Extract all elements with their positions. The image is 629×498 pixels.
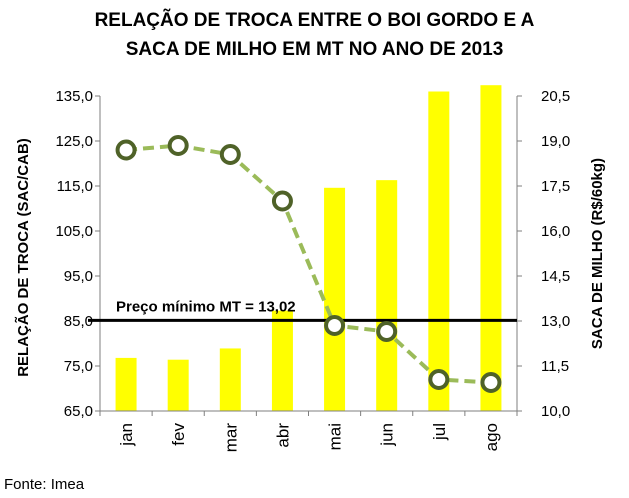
reference-line-label: Preço mínimo MT = 13,02 [116, 298, 296, 315]
left-tick-label: 105,0 [55, 223, 93, 240]
bar-mai [324, 187, 346, 411]
corn-price-point-jul [428, 369, 450, 390]
chart-title-line-1: RELAÇÃO DE TROCA ENTRE O BOI GORDO E A [94, 10, 535, 31]
left-tick-label: 115,0 [57, 178, 93, 195]
corn-price-point-fev [167, 135, 189, 156]
x-tick-label-jun: jun [378, 423, 397, 447]
corn-price-point-mar [219, 144, 241, 165]
x-tick-label-abr: abr [273, 423, 292, 448]
right-tick-label: 13,0 [541, 313, 570, 330]
right-tick-label: 10,0 [541, 403, 570, 420]
left-tick-label: 125,0 [55, 133, 93, 150]
corn-price-point-jan [115, 139, 137, 161]
bar-ago [480, 85, 502, 411]
right-tick-label: 20,5 [541, 88, 570, 105]
left-axis-title: RELAÇÃO DE TROCA (SAC/CAB) [14, 138, 32, 377]
left-tick-label: 85,0 [64, 313, 93, 330]
x-tick-label-jul: jul [430, 423, 449, 441]
corn-price-point-jun [376, 321, 398, 342]
corn-price-point-abr [271, 190, 293, 212]
chart-title-line-2: SACA DE MILHO EM MT NO ANO DE 2013 [125, 39, 504, 60]
bar-fev [167, 359, 189, 411]
right-axis-title: SACA DE MILHO (R$/60kg) [589, 158, 606, 349]
corn-price-point-mai [324, 315, 346, 336]
x-tick-label-mai: mai [326, 423, 345, 450]
corn-price-point-ago [480, 372, 502, 393]
left-tick-label: 95,0 [64, 268, 93, 285]
left-tick-label: 75,0 [64, 358, 93, 375]
x-tick-label-fev: fev [169, 423, 188, 446]
source-note: Fonte: Imea [4, 476, 85, 493]
bar-mar [219, 348, 241, 411]
x-tick-label-ago: ago [482, 423, 501, 451]
right-tick-label: 14,5 [541, 268, 570, 285]
x-tick-label-mar: mar [221, 423, 240, 453]
left-tick-label: 65,0 [64, 403, 93, 420]
bar-abr [271, 310, 293, 411]
left-tick-label: 135,0 [55, 88, 93, 105]
right-tick-label: 19,0 [541, 133, 570, 150]
bar-jun [376, 180, 398, 411]
chart-title: RELAÇÃO DE TROCA ENTRE O BOI GORDO E A S… [0, 6, 629, 64]
x-tick-label-jan: jan [117, 423, 136, 447]
right-tick-label: 17,5 [541, 178, 570, 195]
right-tick-label: 11,5 [541, 358, 569, 375]
bar-jul [428, 91, 450, 411]
bar-jan [115, 357, 137, 411]
right-tick-label: 16,0 [541, 223, 570, 240]
